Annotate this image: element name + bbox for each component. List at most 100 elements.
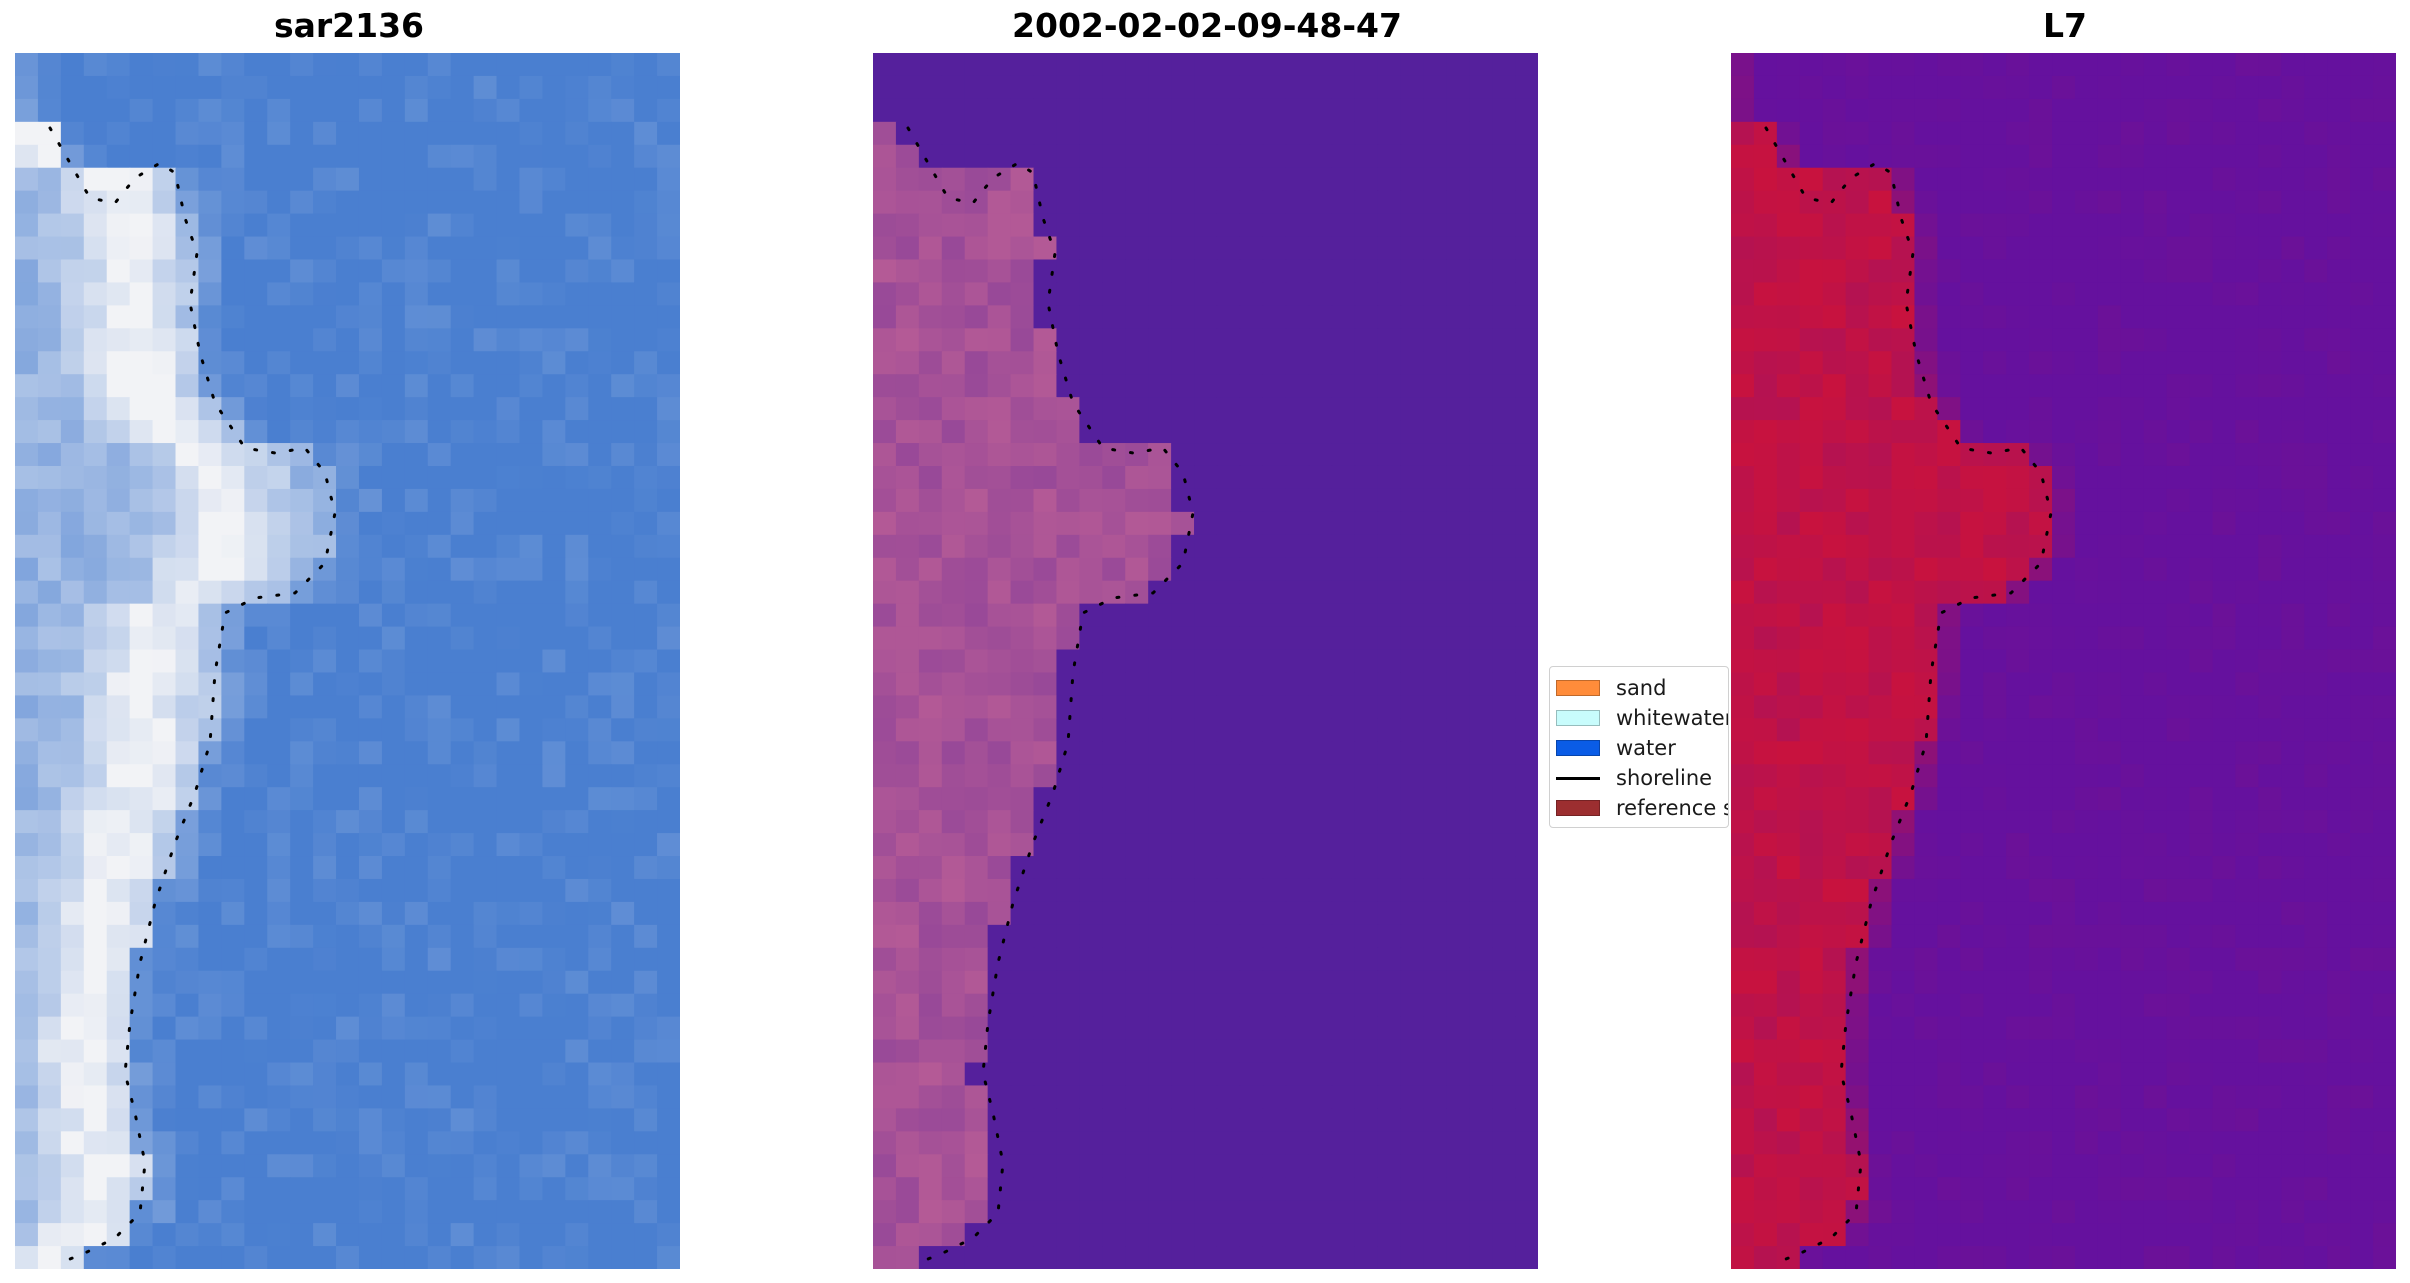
image-pixel — [2235, 810, 2260, 834]
image-pixel — [1377, 397, 1402, 421]
image-pixel — [496, 764, 521, 788]
image-pixel — [1148, 1062, 1172, 1087]
image-pixel — [1469, 511, 1493, 536]
image-pixel — [2304, 75, 2328, 100]
image-pixel — [221, 947, 245, 972]
image-pixel — [2006, 511, 2030, 536]
image-pixel — [1492, 213, 1516, 238]
image-pixel — [1308, 764, 1333, 788]
image-pixel — [244, 259, 268, 284]
image-pixel — [496, 718, 521, 742]
image-pixel — [1446, 351, 1470, 375]
image-pixel — [2350, 947, 2374, 972]
image-pixel — [2029, 787, 2053, 811]
image-pixel — [588, 534, 612, 559]
image-pixel — [987, 833, 1012, 857]
image-pixel — [519, 970, 544, 995]
image-pixel — [404, 144, 429, 169]
image-pixel — [1776, 878, 1801, 903]
image-pixel — [2373, 947, 2396, 972]
image-pixel — [941, 144, 966, 169]
image-pixel — [290, 901, 314, 926]
image-pixel — [2097, 557, 2122, 582]
image-pixel — [221, 993, 245, 1018]
image-pixel — [1216, 1039, 1241, 1064]
image-pixel — [450, 534, 475, 559]
image-pixel — [2006, 741, 2030, 765]
image-pixel — [15, 1108, 39, 1132]
image-pixel — [2350, 144, 2374, 169]
image-pixel — [1822, 1062, 1847, 1087]
image-pixel — [404, 1223, 429, 1247]
image-pixel — [1056, 328, 1080, 352]
image-pixel — [1354, 672, 1379, 697]
image-pixel — [1033, 810, 1058, 834]
image-pixel — [1377, 1154, 1402, 1178]
image-pixel — [1010, 1246, 1035, 1269]
image-pixel — [1102, 98, 1126, 123]
image-pixel — [1731, 603, 1755, 628]
image-pixel — [37, 1062, 62, 1087]
image-pixel — [1776, 443, 1801, 467]
image-pixel — [221, 534, 245, 559]
image-pixel — [1492, 534, 1516, 559]
image-pixel — [129, 121, 154, 146]
image-pixel — [1822, 833, 1847, 857]
image-pixel — [1400, 1246, 1424, 1269]
image-pixel — [1937, 259, 1961, 284]
image-pixel — [1400, 328, 1424, 352]
image-pixel — [1331, 649, 1356, 674]
image-pixel — [1776, 75, 1801, 100]
image-pixel — [565, 328, 589, 352]
image-pixel — [2350, 1154, 2374, 1178]
image-pixel — [1354, 420, 1379, 444]
image-pixel — [542, 465, 566, 490]
image-pixel — [1285, 1154, 1310, 1178]
image-pixel — [37, 443, 62, 467]
image-pixel — [1845, 167, 1870, 192]
image-pixel — [2212, 718, 2237, 742]
image-pixel — [895, 1154, 920, 1178]
image-pixel — [2029, 420, 2053, 444]
image-pixel — [519, 924, 544, 949]
image-pixel — [2166, 282, 2191, 306]
image-pixel — [152, 856, 177, 880]
image-pixel — [313, 901, 337, 926]
image-pixel — [611, 764, 635, 788]
image-pixel — [2327, 649, 2351, 674]
image-pixel — [2166, 1131, 2191, 1155]
image-pixel — [1148, 75, 1172, 100]
image-pixel — [198, 98, 222, 123]
image-pixel — [895, 947, 920, 972]
image-pixel — [1423, 741, 1447, 765]
image-pixel — [918, 259, 943, 284]
image-pixel — [873, 580, 897, 605]
image-pixel — [1822, 144, 1847, 169]
image-pixel — [1056, 53, 1080, 77]
image-pixel — [634, 488, 658, 513]
image-pixel — [2373, 833, 2396, 857]
image-pixel — [2281, 924, 2305, 949]
image-pixel — [358, 328, 383, 352]
image-pixel — [313, 764, 337, 788]
image-pixel — [1354, 1246, 1379, 1269]
image-pixel — [2258, 1062, 2282, 1087]
image-pixel — [2350, 856, 2374, 880]
image-pixel — [2235, 970, 2260, 995]
image-pixel — [244, 121, 268, 146]
image-pixel — [358, 626, 383, 651]
image-pixel — [519, 603, 544, 628]
image-pixel — [473, 924, 498, 949]
image-pixel — [1079, 1062, 1103, 1087]
image-pixel — [198, 328, 222, 352]
image-pixel — [2074, 190, 2099, 215]
image-pixel — [895, 534, 920, 559]
image-pixel — [1331, 603, 1356, 628]
image-pixel — [2258, 53, 2282, 77]
image-pixel — [244, 970, 268, 995]
shoreline-dotted-line — [1764, 126, 2053, 1265]
image-pixel — [1446, 1131, 1470, 1155]
image-pixel — [895, 603, 920, 628]
image-pixel — [1400, 764, 1424, 788]
legend-label-sand: sand — [1616, 676, 1667, 700]
